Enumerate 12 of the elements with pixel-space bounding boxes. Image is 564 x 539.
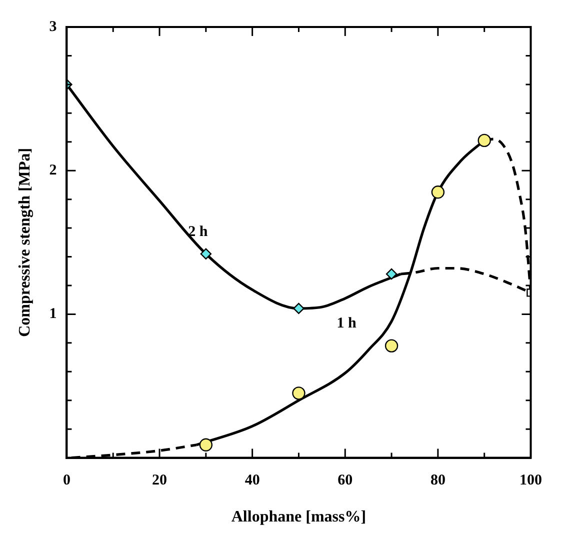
x-axis-title: Allophane [mass%] [231,508,366,526]
x-tick-label: 20 [152,472,168,489]
x-tick-label: 100 [520,472,542,489]
x-tick-label: 0 [62,472,70,489]
x-tick-label: 80 [430,472,446,489]
x-tick-label: 60 [338,472,353,489]
y-tick-label: 1 [49,306,57,322]
text: 1 h [336,316,357,332]
y-tick-label: 2 [49,162,57,178]
y-axis-title: Compressive stength [MPa] [16,148,34,337]
x-tick-label: 40 [244,472,260,489]
y-tick-label: 3 [49,18,57,35]
